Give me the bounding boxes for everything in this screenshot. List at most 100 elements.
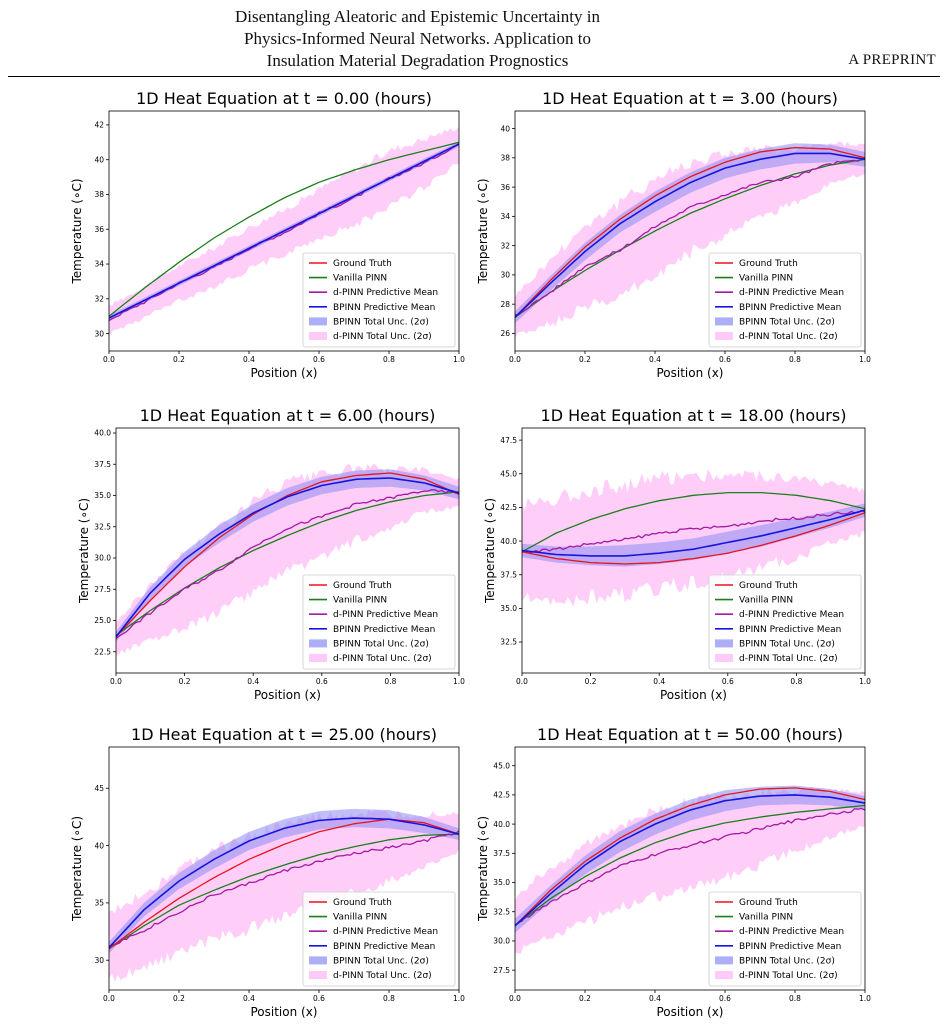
legend-box [708,574,862,670]
legend-bpinn-mean-label: BPINN Predictive Mean [739,625,841,635]
dpinn-mean-line [515,157,865,316]
y-tick-label: 25.0 [94,616,111,625]
x-tick-label: 1.0 [453,355,465,364]
x-tick-label: 0.4 [243,355,255,364]
dpinn-uncertainty-band [522,469,865,607]
chart-title: 1D Heat Equation at t = 25.00 (hours) [131,725,437,744]
page-header: Disentangling Aleatoric and Epistemic Un… [0,0,948,77]
y-axis-label: Temperature (∘C) [476,816,490,922]
x-tick-label: 0.6 [313,355,325,364]
legend-ground-truth-label: Ground Truth [333,259,392,269]
y-tick-label: 34 [500,212,510,221]
axes-frame [108,746,460,991]
y-tick-label: 40.0 [500,537,517,546]
plot-area [116,463,459,656]
x-axis-label: Position (x) [656,366,723,380]
chart-title: 1D Heat Equation at t = 0.00 (hours) [136,89,432,108]
legend-box [302,252,456,348]
legend-dpinn-band-swatch [309,971,327,979]
legend-dpinn-band-label: d-PINN Total Unc. (2σ) [739,654,838,664]
legend-dpinn-mean-label: d-PINN Predictive Mean [739,927,844,937]
x-tick-label: 0.2 [579,994,591,1003]
legend: Ground Truth Vanilla PINN d-PINN Predictiv… [708,891,862,987]
x-tick-label: 0.2 [173,355,185,364]
y-tick-label: 27.5 [493,966,510,975]
y-tick-label: 47.5 [500,436,517,445]
x-tick-label: 0.2 [585,677,597,686]
legend-vanilla-pinn-label: Vanilla PINN [333,274,387,284]
y-tick-label: 42 [94,121,104,130]
axes-frame [514,746,866,991]
y-tick-label: 22.5 [94,647,111,656]
x-tick-label: 0.8 [383,994,395,1003]
legend-bpinn-mean-label: BPINN Predictive Mean [333,625,435,635]
legend-ground-truth-label: Ground Truth [739,581,798,591]
legend-bpinn-band-swatch [715,639,733,648]
axes-frame [108,110,460,352]
bpinn-uncertainty-band [522,503,865,567]
legend-dpinn-band-swatch [715,332,733,340]
y-tick-label: 40.0 [94,429,111,438]
bpinn-mean-line [116,477,459,638]
x-axis-label: Position (x) [660,688,727,702]
y-tick-label: 32 [500,241,510,250]
chart-title: 1D Heat Equation at t = 18.00 (hours) [541,406,847,425]
ground-truth-line [515,146,865,318]
x-tick-label: 0.0 [516,677,528,686]
x-axis-label: Position (x) [250,366,317,380]
y-tick-label: 40 [94,155,104,164]
plot-area [515,141,865,339]
legend-ground-truth-label: Ground Truth [739,898,798,908]
plot-area [109,808,459,982]
x-tick-label: 0.6 [722,677,734,686]
y-tick-label: 42.5 [493,791,510,800]
header-divider [8,76,940,77]
legend-bpinn-mean-label: BPINN Predictive Mean [333,942,435,952]
legend: Ground Truth Vanilla PINN d-PINN Predictiv… [708,574,862,670]
y-tick-label: 30.0 [493,937,510,946]
y-tick-label: 37.5 [500,570,517,579]
plot-area [515,785,865,954]
dpinn-mean-line [515,807,865,927]
bpinn-uncertainty-band [515,143,865,324]
axes-frame [115,427,460,674]
y-tick-label: 42.5 [500,503,517,512]
legend-box [302,891,456,987]
x-tick-label: 0.0 [103,994,115,1003]
x-tick-label: 1.0 [859,994,871,1003]
bpinn-mean-line [109,817,459,949]
ground-truth-line [116,472,459,638]
x-tick-label: 1.0 [453,677,465,686]
legend: Ground Truth Vanilla PINN d-PINN Predictiv… [708,252,862,348]
dpinn-uncertainty-band [515,141,865,339]
y-tick-label: 35.0 [493,878,510,887]
x-tick-label: 0.2 [173,994,185,1003]
y-tick-label: 32.5 [94,522,111,531]
legend-dpinn-band-swatch [715,654,733,662]
ground-truth-line [515,787,865,927]
bpinn-mean-line [515,152,865,318]
x-tick-label: 0.6 [316,677,328,686]
y-axis-label: Temperature (∘C) [483,498,497,604]
y-tick-label: 35.0 [500,604,517,613]
y-tick-label: 26 [500,329,510,338]
bpinn-uncertainty-band [116,469,459,642]
y-tick-label: 38 [500,154,510,163]
vanilla-pinn-line [515,158,865,318]
chart-panel-2: 0.0 0.2 0.4 0.6 0.8 1.0 26 28 30 32 34 36 38 40 1D Hea… [476,89,871,380]
y-tick-label: 36 [94,225,104,234]
dpinn-uncertainty-band [109,809,459,982]
bpinn-mean-line [522,509,865,557]
y-tick-label: 30 [500,271,510,280]
vanilla-pinn-line [522,491,865,553]
legend-ground-truth-label: Ground Truth [739,259,798,269]
chart-panel-4: 0.0 0.2 0.4 0.6 0.8 1.0 32.5 35.0 37.5 40.0 42.5 45… [483,406,871,702]
legend-bpinn-band-label: BPINN Total Unc. (2σ) [739,639,835,649]
dpinn-mean-line [116,488,459,639]
chart-title: 1D Heat Equation at t = 50.00 (hours) [537,725,843,744]
plot-area [109,126,459,336]
legend-vanilla-pinn-label: Vanilla PINN [333,913,387,923]
legend-dpinn-band-swatch [309,654,327,662]
legend-box [302,574,456,670]
title-line-1: Disentangling Aleatoric and Epistemic Un… [235,7,600,26]
